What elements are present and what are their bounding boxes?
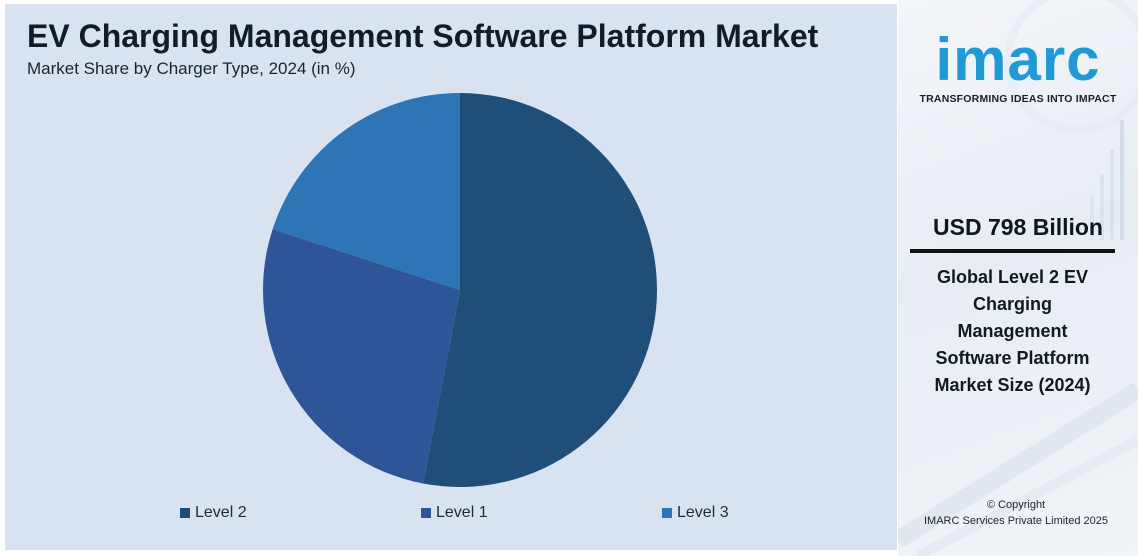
chart-legend: Level 2 Level 1 Level 3: [5, 504, 897, 524]
legend-label-level-1: Level 1: [436, 504, 488, 521]
chart-title: EV Charging Management Software Platform…: [27, 18, 819, 54]
legend-swatch-level-1: [421, 508, 431, 518]
market-size-value: USD 798 Billion: [933, 214, 1103, 240]
legend-swatch-level-2: [180, 508, 190, 518]
legend-label-level-3: Level 3: [677, 504, 729, 521]
legend-item-level-3: Level 3: [662, 504, 729, 522]
legend-item-level-1: Level 1: [421, 504, 488, 522]
pie-slice-level-2: [423, 93, 657, 487]
legend-swatch-level-3: [662, 508, 672, 518]
copyright-line-2: IMARC Services Private Limited 2025: [923, 515, 1108, 527]
tagline: TRANSFORMING IDEAS INTO IMPACT: [919, 93, 1117, 105]
copyright: © Copyright IMARC Services Private Limit…: [898, 497, 1134, 529]
background-decoration: [898, 0, 1138, 556]
sidebar: imarc TRANSFORMING IDEAS INTO IMPACT USD…: [898, 0, 1138, 556]
chart-subtitle: Market Share by Charger Type, 2024 (in %…: [27, 59, 356, 78]
divider: [910, 249, 1115, 253]
legend-item-level-2: Level 2: [180, 504, 247, 522]
pie-chart: [263, 93, 657, 487]
pie-slice-level-1: [263, 229, 460, 484]
legend-label-level-2: Level 2: [195, 504, 247, 521]
market-size-description: Global Level 2 EV Charging Management So…: [934, 267, 1091, 395]
chart-panel: EV Charging Management Software Platform…: [5, 4, 897, 550]
pie-slice-level-3: [272, 93, 460, 290]
copyright-line-1: © Copyright: [986, 499, 1046, 511]
imarc-logo: imarc: [935, 26, 1101, 93]
